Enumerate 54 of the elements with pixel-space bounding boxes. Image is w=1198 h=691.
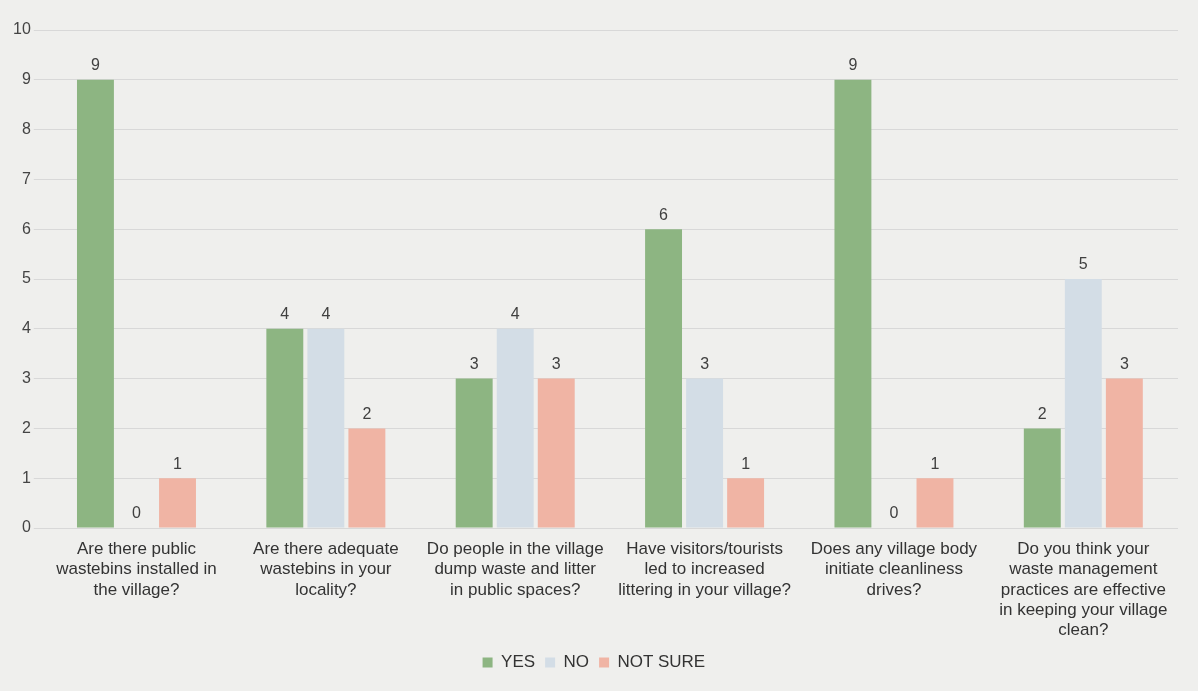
bar: [686, 378, 724, 528]
y-tick-label: 10: [13, 20, 31, 38]
bar: [348, 428, 386, 528]
bar: [455, 378, 493, 528]
data-label: 0: [132, 504, 142, 522]
x-tick-label: Have visitors/tourists led to increased littering in your village?: [618, 538, 792, 599]
data-label: 6: [659, 205, 669, 223]
y-tick-label: 7: [21, 169, 31, 187]
data-label: 1: [173, 454, 183, 472]
y-tick-label: 0: [21, 518, 31, 536]
bar: [645, 229, 683, 528]
data-label: 2: [1037, 404, 1047, 422]
legend-label: YES: [501, 652, 536, 672]
bar: [266, 328, 304, 528]
data-label: 3: [469, 355, 479, 373]
bar: [496, 328, 534, 528]
legend-label: NO: [563, 652, 590, 672]
bar: [727, 478, 765, 528]
data-label: 5: [1078, 255, 1088, 273]
x-tick-label: Do people in the village dump waste and litter in public spaces?: [426, 538, 604, 599]
data-label: 4: [321, 305, 331, 323]
data-label: 9: [848, 56, 858, 74]
data-label: 1: [930, 454, 940, 472]
data-label: 4: [510, 305, 520, 323]
bar: [1023, 428, 1061, 528]
bar: [1105, 378, 1143, 528]
y-tick-label: 8: [21, 120, 31, 138]
bar: [159, 478, 196, 528]
bar: [916, 478, 954, 528]
y-tick-label: 9: [21, 70, 31, 88]
bar: [537, 378, 575, 528]
y-tick-label: 3: [21, 369, 31, 387]
y-tick-label: 5: [21, 269, 31, 287]
data-label: 1: [741, 454, 751, 472]
x-tick-label: Are there public wastebins installed in the village?: [55, 538, 217, 599]
bar: [834, 79, 872, 528]
data-label: 4: [280, 305, 290, 323]
x-tick-label: Do you think your waste management practices are effective in keeping your village clean?: [999, 538, 1168, 640]
data-label: 2: [362, 404, 372, 422]
bar: [307, 328, 345, 528]
x-tick-label: Are there adequate wastebins in your locality?: [253, 538, 399, 599]
y-tick-label: 2: [21, 418, 31, 436]
data-label: 3: [1119, 355, 1129, 373]
data-label: 9: [91, 56, 100, 74]
x-tick-label: Does any village body initiate cleanliness drives?: [810, 538, 978, 599]
bar: [1064, 279, 1102, 528]
data-label: 3: [700, 355, 710, 373]
data-label: 3: [551, 355, 561, 373]
y-tick-label: 6: [21, 219, 31, 237]
y-tick-label: 1: [21, 468, 31, 486]
data-label: 0: [889, 504, 899, 522]
y-tick-label: 4: [21, 319, 31, 337]
legend-label: NOT SURE: [617, 652, 706, 672]
bar: [76, 79, 114, 528]
